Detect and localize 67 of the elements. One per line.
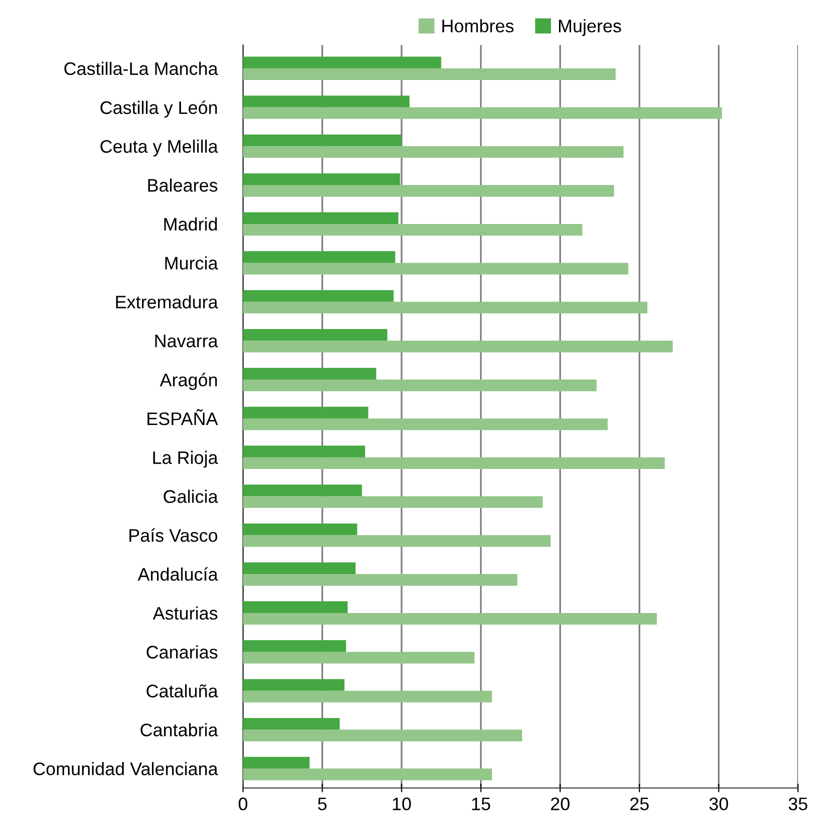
bar	[243, 418, 608, 430]
bar	[243, 768, 492, 780]
y-tick-label: Extremadura	[116, 295, 218, 308]
legend-label: Mujeres	[558, 19, 622, 36]
bar	[243, 290, 394, 302]
x-tick-label: 25	[630, 798, 649, 810]
bar	[243, 262, 628, 275]
y-tick-label: La Rioja	[153, 450, 218, 468]
bar	[243, 718, 340, 730]
bar	[243, 535, 551, 547]
y-tick-label: Madrid	[164, 217, 217, 231]
bar	[243, 652, 475, 664]
bar	[243, 68, 616, 80]
y-tick-label: Castilla-La Mancha	[64, 62, 218, 76]
y-tick-label: Galicia	[164, 490, 218, 503]
y-tick-label: Canarias	[146, 645, 218, 659]
y-tick-label: Comunidad Valenciana	[34, 762, 218, 776]
bar	[243, 96, 410, 108]
y-tick-label: Navarra	[155, 334, 218, 348]
bar	[243, 224, 582, 236]
y-tick-label: ESPAÑA	[148, 409, 218, 426]
x-tick-label: 0	[238, 798, 248, 810]
x-tick-label: 20	[551, 798, 570, 810]
x-tick-label: 15	[472, 798, 490, 810]
bar	[243, 640, 346, 652]
bar	[243, 251, 396, 263]
y-tick-label: Castilla y León	[100, 100, 217, 118]
bar	[243, 56, 442, 68]
bar	[243, 730, 522, 742]
y-tick-label: Aragón	[160, 372, 217, 390]
bar	[243, 756, 310, 769]
bar	[243, 484, 362, 496]
bar	[243, 134, 402, 146]
bar	[243, 612, 657, 625]
bar	[243, 328, 388, 341]
x-tick-label: 35	[788, 798, 808, 810]
bar	[243, 446, 366, 458]
bar	[243, 340, 673, 352]
bar	[243, 302, 648, 314]
y-tick-label: Ceuta y Melilla	[100, 140, 218, 156]
bar	[243, 406, 368, 418]
y-tick-label: Baleares	[148, 178, 218, 192]
y-tick-label: Cataluña	[146, 684, 218, 698]
bar	[243, 574, 518, 586]
x-tick-label: 30	[709, 798, 728, 810]
bar	[243, 185, 614, 197]
bar	[243, 368, 376, 380]
bar	[243, 380, 597, 392]
bar	[243, 457, 665, 470]
y-tick-label: Andalucía	[138, 567, 218, 581]
bar	[243, 679, 344, 691]
x-tick-label: 10	[392, 798, 411, 810]
bar	[243, 496, 543, 508]
y-tick-label: Cantabria	[140, 723, 218, 736]
y-tick-label: País Vasco	[129, 528, 218, 542]
y-tick-label: Murcia	[165, 256, 218, 270]
bar	[243, 562, 356, 574]
bar	[243, 601, 348, 613]
y-tick-label: Asturias	[152, 606, 218, 620]
bar	[243, 690, 492, 702]
bar	[243, 146, 624, 158]
bar	[243, 173, 400, 186]
x-tick-label: 5	[318, 798, 327, 810]
legend-label: Hombres	[442, 19, 514, 32]
bar	[243, 523, 358, 536]
bar	[243, 107, 722, 119]
bar	[243, 212, 398, 224]
